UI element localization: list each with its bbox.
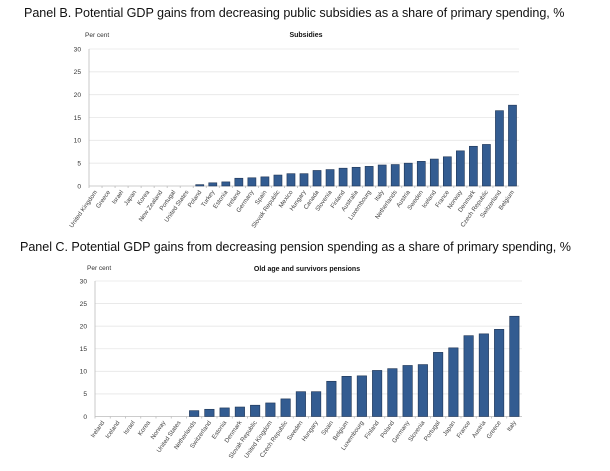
- panel-c-title: Panel C. Potential GDP gains from decrea…: [20, 240, 571, 254]
- panel-c-bar: [509, 315, 520, 417]
- panel-b-bar: [247, 177, 257, 187]
- panel-c-y-tick-label: 15: [80, 346, 88, 353]
- panel-c-bar: [433, 352, 444, 417]
- panel-b-bar: [351, 166, 361, 187]
- panel-b-subtitle: Subsidies: [289, 32, 322, 39]
- panel-b-bar: [429, 158, 439, 187]
- panel-b-bar: [364, 166, 374, 187]
- panel-c-x-tick-label: Israel: [122, 420, 136, 436]
- panel-c-bar: [250, 404, 261, 417]
- panel-c-y-tick-label: 10: [80, 369, 88, 376]
- panel-b-y-tick-label: 20: [74, 92, 82, 99]
- panel-c-bar: [204, 408, 215, 417]
- panel-c-bar: [494, 329, 505, 417]
- panel-c-bar: [417, 364, 428, 417]
- panel-b-y-tick-label: 0: [77, 183, 81, 190]
- panel-c-bar: [402, 365, 413, 417]
- panel-c-bar: [341, 376, 352, 417]
- panel-c-y-tick-label: 20: [80, 323, 88, 330]
- panel-c-bar: [448, 347, 459, 417]
- panel-c-bar: [189, 410, 200, 417]
- panel-b-bar: [260, 176, 270, 187]
- panel-c-y-tick-label: 25: [80, 301, 88, 308]
- panel-b-bar: [195, 184, 205, 187]
- panel-b-bar: [221, 181, 231, 187]
- panel-c-x-tick-label: Spain: [320, 419, 335, 436]
- panel-b-bar: [312, 170, 322, 187]
- panel-b-bar: [286, 173, 296, 187]
- panel-c-bar: [295, 391, 306, 417]
- panel-c-x-tick-label: Greece: [485, 419, 503, 440]
- panel-b-bar: [390, 164, 400, 187]
- panel-b-bar: [377, 164, 387, 187]
- panel-c-bar: [478, 333, 489, 417]
- panel-c-x-tick-label: Finland: [363, 419, 381, 440]
- panel-c-x-tick-label: Iceland: [104, 419, 121, 440]
- panel-b-bar: [325, 169, 335, 187]
- panel-b-y-tick-label: 25: [74, 69, 82, 76]
- panel-c-bar: [265, 402, 276, 417]
- panel-b-bar: [482, 144, 491, 187]
- panel-b-y-tick-label: 30: [74, 46, 82, 53]
- panel-b-bar: [508, 104, 517, 187]
- panel-c-bar: [311, 391, 322, 417]
- panel-b-bar: [442, 156, 452, 187]
- panel-c-y-tick-label: 0: [83, 414, 87, 421]
- panel-c-y-tick-label: 5: [83, 391, 87, 398]
- panel-c-x-tick-label: Italy: [506, 419, 519, 433]
- panel-b-bar: [403, 162, 413, 187]
- panel-c-bar: [219, 407, 230, 417]
- panel-c-y-unit: Per cent: [87, 265, 111, 272]
- panel-c-y-tick-label: 30: [80, 278, 88, 285]
- panel-c-bar: [372, 370, 383, 417]
- panel-c-bar: [234, 406, 245, 417]
- panel-c-bar: [280, 398, 291, 417]
- panel-b-y-unit: Per cent: [85, 32, 109, 39]
- panel-c-x-tick-label: Hungary: [301, 419, 321, 443]
- panel-b-bar: [495, 110, 504, 187]
- panel-b-bar: [338, 167, 348, 187]
- panel-b-bar: [456, 150, 465, 187]
- panel-c-bar: [387, 368, 398, 417]
- panel-b-bar: [469, 145, 478, 187]
- panel-b-bar: [234, 177, 244, 187]
- panel-c-bar: [326, 380, 337, 417]
- panel-b-y-tick-label: 5: [77, 160, 81, 167]
- panel-c-bar: [463, 335, 474, 417]
- panel-b-title: Panel B. Potential GDP gains from decrea…: [24, 6, 565, 20]
- panel-c-bar: [356, 375, 367, 417]
- panel-b-y-tick-label: 15: [74, 115, 82, 122]
- panel-c-subtitle: Old age and survivors pensions: [254, 266, 360, 273]
- panel-b-bar: [416, 161, 426, 187]
- panel-b-y-tick-label: 10: [74, 138, 82, 145]
- panel-b-bar: [208, 182, 218, 187]
- panel-b-bar: [299, 173, 309, 187]
- panel-c-x-tick-label: France: [455, 419, 472, 439]
- panel-b-bar: [273, 174, 283, 187]
